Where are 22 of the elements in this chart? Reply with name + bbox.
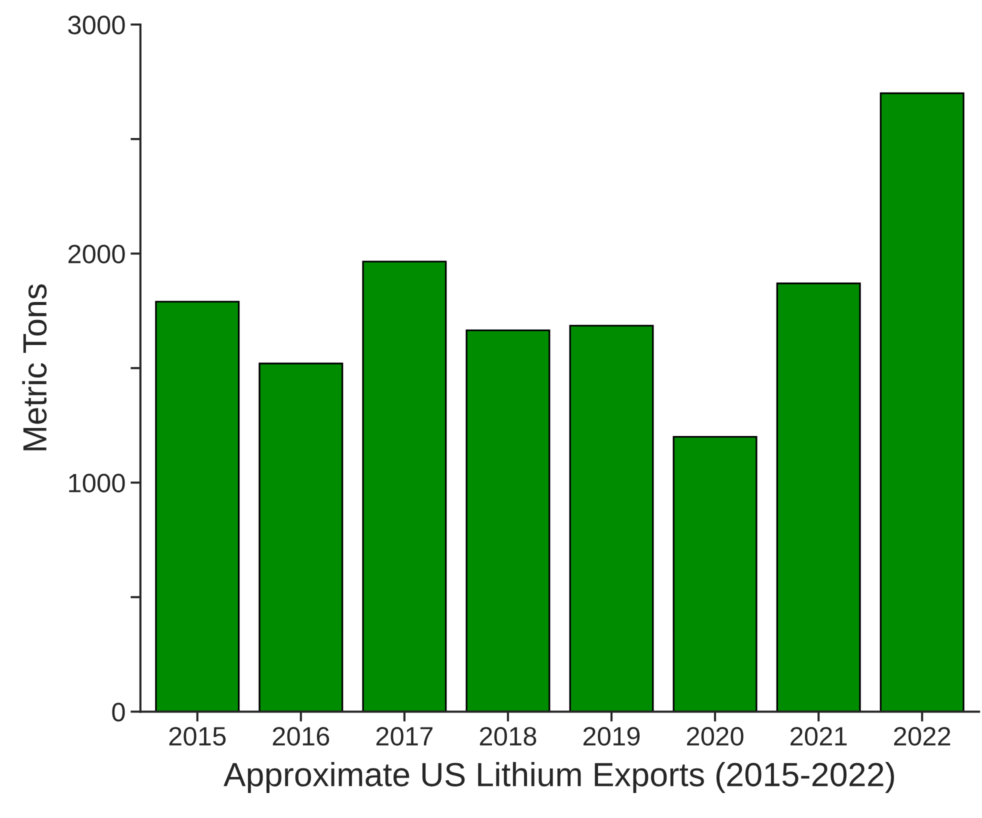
- x-tick-label: 2021: [790, 726, 847, 746]
- bar: [155, 300, 240, 712]
- bar: [362, 260, 447, 712]
- y-tick-label: 2000: [68, 244, 125, 264]
- y-tick-label: 0: [112, 702, 125, 722]
- y-tick-label: 1000: [69, 474, 125, 492]
- y-axis-title: Metric Tons: [22, 284, 47, 450]
- bar: [672, 436, 758, 712]
- x-tick-label: 2015: [169, 726, 226, 746]
- x-tick-label: 2022: [894, 726, 950, 746]
- x-tick-label: 2017: [376, 726, 432, 746]
- x-tick-label: 2016: [272, 726, 330, 746]
- bar: [880, 92, 964, 712]
- y-tick-label: 3000: [68, 16, 125, 34]
- x-tick-label: 2018: [480, 726, 536, 746]
- bar: [258, 362, 344, 712]
- x-axis-title: Approximate US Lithium Exports (2015-2022): [224, 762, 894, 794]
- x-tick-label: 2019: [583, 726, 640, 746]
- bar: [466, 329, 550, 712]
- bar: [776, 282, 861, 712]
- bar: [569, 324, 654, 712]
- x-tick-label: 2020: [687, 726, 744, 746]
